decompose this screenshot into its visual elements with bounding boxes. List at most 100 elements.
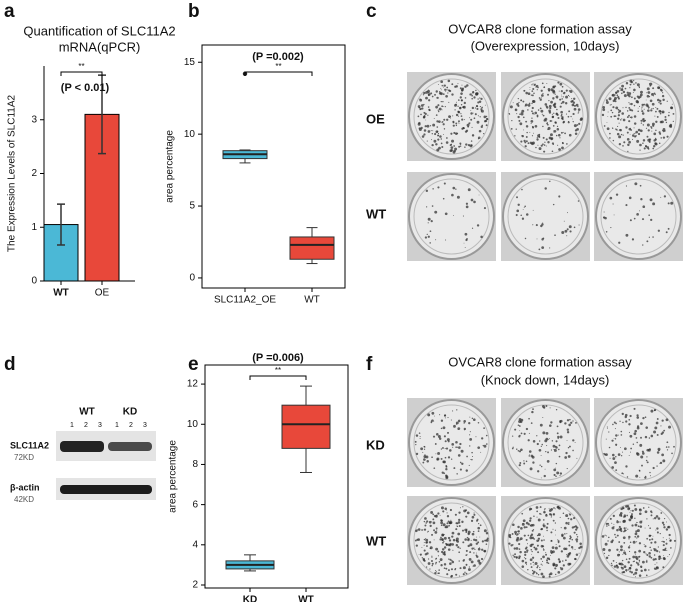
colony [672,112,675,115]
colony [647,91,651,94]
colony [469,551,472,554]
colony [443,182,446,185]
colony [648,437,651,439]
colony [442,426,446,430]
row-label: OE [366,111,385,126]
colony [423,455,427,459]
colony [546,106,549,109]
colony [439,514,441,516]
colony [480,108,483,111]
colony [516,448,518,450]
colony [617,97,620,100]
colony [528,519,532,522]
colony [534,111,538,115]
colony [667,114,670,117]
colony [417,528,421,531]
colony [641,218,645,221]
colony [459,442,462,446]
colony [631,138,634,140]
colony [415,452,419,456]
colony [566,228,569,231]
colony [436,529,438,531]
colony [449,149,453,153]
colony [614,428,616,430]
colony [539,512,541,515]
colony [517,424,520,427]
colony [554,85,556,87]
colony [609,132,611,135]
panel-letter: b [188,1,200,22]
colony [613,421,616,424]
colony [554,522,557,524]
colony [540,144,543,147]
colony [565,89,568,92]
colony [669,125,673,128]
colony [668,554,670,556]
colony [613,115,616,118]
colony [616,132,620,136]
colony [435,105,439,109]
colony [527,104,531,107]
plate-rim [600,178,677,255]
colony [621,559,624,562]
colony [467,532,470,536]
colony [425,119,427,121]
colony [440,427,443,430]
colony [467,188,471,192]
colony [610,226,612,229]
colony [438,120,441,123]
colony [551,546,555,549]
colony [573,124,577,128]
colony [668,425,672,429]
row-label: KD [366,437,385,452]
colony [465,238,468,242]
colony [530,123,532,125]
colony [441,145,444,148]
y-tick-label: 8 [192,459,198,470]
colony [624,447,627,451]
colony [445,468,448,471]
colony [531,110,533,113]
colony [477,541,480,544]
p-value: (P =0.002) [252,51,304,63]
colony [630,451,632,453]
colony [471,94,473,97]
colony [427,531,428,533]
colony [452,410,454,412]
colony [435,143,438,146]
colony [648,448,651,451]
colony [450,146,454,150]
colony [434,210,438,214]
colony [559,516,561,518]
plate-rim [413,178,490,255]
colony [477,115,479,117]
colony [423,542,425,543]
colony [651,102,655,106]
colony [461,84,463,86]
colony [540,89,543,92]
colony [537,537,541,540]
colony [543,510,546,514]
colony [618,541,621,543]
band [60,441,104,452]
colony [663,195,667,198]
colony [617,114,621,117]
colony [615,456,617,458]
colony [612,514,615,518]
colony [516,536,520,540]
colony [515,128,517,130]
colony [659,532,661,535]
colony [547,123,549,126]
colony [552,97,555,100]
colony [618,241,621,244]
colony [481,437,484,440]
colony [434,415,435,417]
colony [446,515,450,518]
colony [652,147,655,150]
colony [540,527,544,531]
colony [653,145,656,148]
colony [655,421,659,425]
colony [448,524,450,527]
colony [569,537,572,540]
colony [442,541,444,544]
